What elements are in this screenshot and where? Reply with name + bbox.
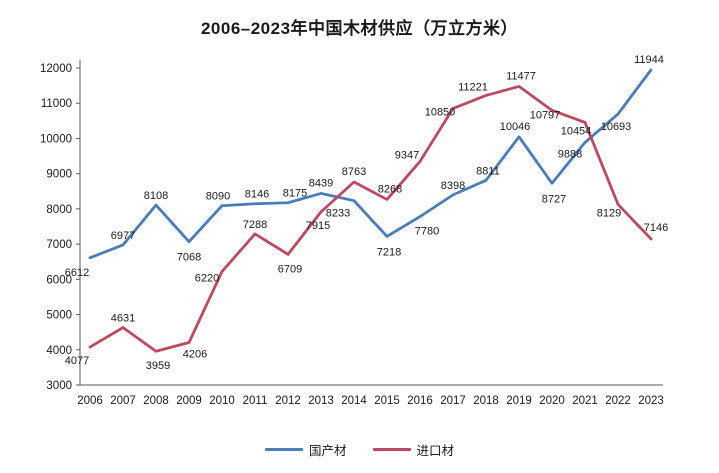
- value-label: 8146: [245, 189, 269, 201]
- x-tick-label: 2022: [605, 395, 631, 407]
- value-label: 8811: [476, 165, 500, 177]
- value-label: 10454: [561, 125, 592, 137]
- value-label: 6977: [111, 230, 135, 242]
- x-tick-label: 2019: [506, 395, 532, 407]
- series-line-domestic: [88, 68, 653, 260]
- value-label: 7146: [644, 222, 668, 234]
- series-line-imported: [88, 85, 653, 353]
- value-label: 7780: [415, 226, 439, 238]
- value-label: 4206: [183, 349, 207, 361]
- value-label: 7068: [177, 252, 201, 264]
- value-label: 4631: [111, 313, 135, 325]
- x-tick-label: 2014: [341, 395, 367, 407]
- x-tick-label: 2017: [440, 395, 466, 407]
- y-tick-label: 5000: [46, 310, 72, 322]
- value-label: 10850: [425, 107, 456, 119]
- x-tick-label: 2006: [77, 395, 103, 407]
- value-label: 11477: [506, 70, 536, 82]
- value-label: 8763: [342, 166, 366, 178]
- value-label: 8175: [283, 188, 307, 200]
- value-label: 6612: [65, 267, 89, 279]
- value-label: 9347: [395, 149, 419, 161]
- value-label: 6220: [195, 273, 219, 285]
- value-label: 9888: [558, 148, 582, 160]
- legend-label-domestic: 国产材: [308, 444, 347, 458]
- x-tick-label: 2023: [638, 395, 664, 407]
- y-tick-label: 11000: [41, 98, 72, 110]
- value-label: 8398: [441, 180, 465, 192]
- value-label: 8233: [326, 208, 350, 220]
- x-tick-label: 2015: [374, 395, 400, 407]
- y-tick-label: 7000: [46, 239, 72, 251]
- x-tick-label: 2012: [275, 395, 301, 407]
- chart-title: 2006–2023年中国木材供应（万立方米）: [200, 19, 519, 38]
- value-label: 11221: [458, 81, 488, 93]
- x-tick-label: 2018: [473, 395, 499, 407]
- y-tick-label: 4000: [46, 345, 72, 357]
- value-label: 8090: [206, 191, 230, 203]
- y-tick-label: 3000: [46, 380, 72, 392]
- x-tick-label: 2021: [572, 395, 598, 407]
- y-tick-label: 6000: [46, 274, 72, 286]
- y-tick-label: 10000: [40, 133, 72, 145]
- x-tick-label: 2016: [407, 395, 433, 407]
- y-tick-label: 9000: [46, 169, 72, 181]
- value-label: 7218: [377, 246, 401, 258]
- value-label: 8268: [378, 183, 402, 195]
- value-label: 10693: [601, 121, 632, 133]
- value-label: 8108: [144, 190, 168, 202]
- y-tick-label: 12000: [40, 63, 72, 75]
- value-label: 3959: [146, 360, 170, 372]
- y-tick-label: 8000: [46, 204, 72, 216]
- value-label: 8727: [542, 193, 566, 205]
- value-label: 10046: [500, 121, 531, 133]
- legend-item-domestic: 国产材: [264, 440, 347, 459]
- value-label: 8439: [309, 177, 333, 189]
- legend-line-swatch-imported: [372, 448, 411, 451]
- value-label: 8129: [597, 207, 621, 219]
- x-tick-label: 2008: [143, 395, 169, 407]
- value-label: 4077: [65, 355, 89, 367]
- x-tick-label: 2020: [539, 395, 565, 407]
- value-label: 6709: [278, 263, 302, 275]
- x-tick-label: 2009: [176, 395, 202, 407]
- x-tick-label: 2007: [110, 395, 136, 407]
- value-label: 7915: [306, 220, 330, 232]
- x-tick-label: 2013: [308, 395, 334, 407]
- x-tick-label: 2010: [209, 395, 235, 407]
- value-label: 10797: [530, 109, 561, 121]
- chart-legend: 国产材 进口材: [0, 440, 719, 459]
- x-tick-label: 2011: [243, 395, 268, 407]
- legend-line-swatch-domestic: [264, 448, 303, 451]
- legend-item-imported: 进口材: [372, 440, 455, 459]
- value-label: 11944: [634, 54, 664, 66]
- value-label: 7288: [243, 219, 267, 231]
- legend-label-imported: 进口材: [416, 444, 455, 458]
